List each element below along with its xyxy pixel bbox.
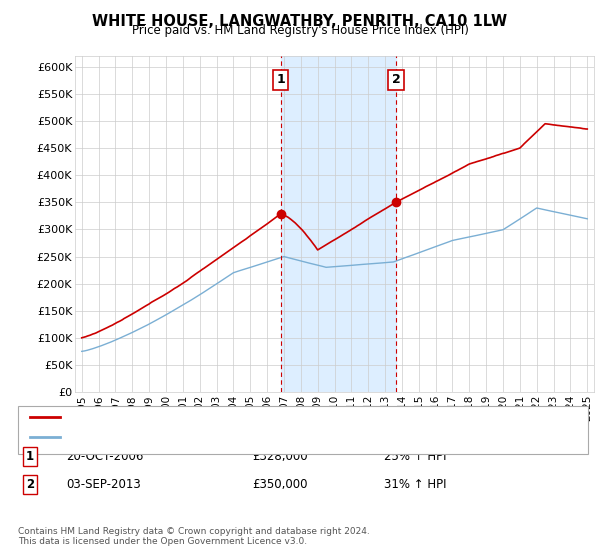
Bar (281, 56, 397, 392)
Text: 2: 2 (26, 478, 34, 491)
Text: 1: 1 (276, 73, 285, 86)
Text: HPI: Average price, detached house, Westmorland and Furness: HPI: Average price, detached house, West… (72, 432, 416, 442)
Text: £350,000: £350,000 (252, 478, 308, 491)
Text: 1: 1 (26, 450, 34, 463)
Text: WHITE HOUSE, LANGWATHBY, PENRITH, CA10 1LW (detached house): WHITE HOUSE, LANGWATHBY, PENRITH, CA10 1… (72, 412, 448, 422)
Text: £328,000: £328,000 (252, 450, 308, 463)
Text: Contains HM Land Registry data © Crown copyright and database right 2024.
This d: Contains HM Land Registry data © Crown c… (18, 526, 370, 546)
Text: WHITE HOUSE, LANGWATHBY, PENRITH, CA10 1LW: WHITE HOUSE, LANGWATHBY, PENRITH, CA10 1… (92, 14, 508, 29)
Text: 20-OCT-2006: 20-OCT-2006 (66, 450, 143, 463)
Text: 03-SEP-2013: 03-SEP-2013 (66, 478, 141, 491)
Text: 2: 2 (392, 73, 401, 86)
Text: Price paid vs. HM Land Registry's House Price Index (HPI): Price paid vs. HM Land Registry's House … (131, 24, 469, 37)
Text: 25% ↑ HPI: 25% ↑ HPI (384, 450, 446, 463)
Text: 31% ↑ HPI: 31% ↑ HPI (384, 478, 446, 491)
